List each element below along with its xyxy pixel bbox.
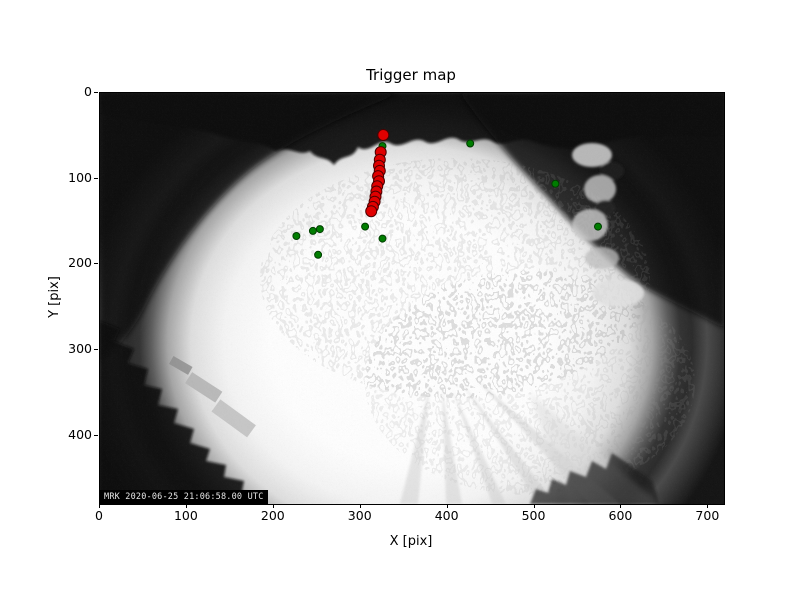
x-tick-mark [99,504,100,508]
x-tick-label: 0 [95,508,103,523]
x-tick-mark [533,504,535,508]
green-triggers-point [594,222,602,231]
x-tick-mark [185,504,187,508]
fisheye-camera-image [100,93,724,504]
green-triggers-point [378,234,387,243]
y-tick-label: 400 [68,426,92,442]
red-triggers-point [377,129,390,141]
y-tick-label: 200 [68,255,92,271]
y-tick-label: 100 [68,169,92,185]
x-tick-mark [446,504,448,508]
green-triggers-point [314,250,323,259]
x-tick-label: 100 [173,508,198,523]
y-tick-mark [94,92,98,93]
x-tick-label: 700 [695,508,720,523]
x-tick-label: 500 [521,508,546,523]
plot-area: MRK 2020-06-25 21:06:58.00 UTC [99,92,725,505]
green-triggers-point [466,139,475,148]
red-triggers-point [365,205,378,218]
film-grain [100,93,724,504]
x-tick-label: 400 [434,508,459,523]
x-tick-label: 300 [347,508,372,523]
y-tick-mark [94,177,98,179]
y-tick-label: 0 [84,84,92,99]
scatter-overlay [292,129,602,259]
x-tick-mark [272,504,274,508]
x-tick-mark [359,504,361,508]
green-triggers-point [361,222,370,231]
y-axis-label: Y [pix] [47,276,62,318]
y-tick-mark [94,434,98,436]
green-triggers-point [551,179,560,188]
camera-timestamp-watermark: MRK 2020-06-25 21:06:58.00 UTC [100,490,268,504]
green-triggers-point [315,225,324,234]
y-tick-label: 300 [68,340,92,356]
x-tick-mark [620,504,622,508]
x-tick-mark [707,504,709,508]
plot-title: Trigger map [366,66,456,84]
green-triggers-point [308,226,317,235]
y-tick-mark [94,348,98,350]
y-tick-mark [94,263,98,265]
green-triggers-point [292,232,301,240]
x-tick-label: 200 [260,508,285,523]
x-tick-label: 600 [608,508,633,523]
x-axis-label: X [pix] [389,534,433,549]
